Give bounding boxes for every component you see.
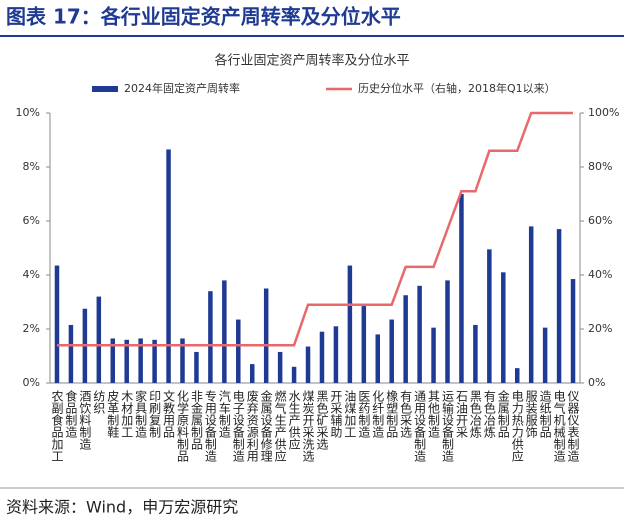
bar: [389, 319, 394, 383]
x-tick-label: 酒饮料制造: [77, 390, 92, 450]
bar: [459, 194, 464, 383]
bar: [473, 324, 478, 383]
bar: [570, 279, 576, 383]
bar: [263, 288, 269, 383]
bar: [222, 280, 227, 383]
y-tick-label: 8%: [23, 160, 40, 173]
chart-title: 各行业固定资产周转率及分位水平: [214, 53, 409, 69]
bar: [166, 149, 171, 383]
x-tick-label: 电力热力供应: [510, 390, 525, 462]
x-tick-label: 仪器仪表制造: [566, 390, 581, 462]
x-tick-label: 印刷复制: [147, 390, 162, 438]
x-tick-label: 化学原料制品: [175, 390, 190, 462]
legend-label: 历史分位水平（右轴，2018年Q1以来）: [358, 81, 556, 95]
x-tick-label: 专用设备制造: [203, 390, 218, 462]
y2-tick-label: 40%: [588, 268, 612, 281]
bar: [445, 280, 450, 383]
bar: [277, 351, 283, 383]
bar: [194, 351, 199, 383]
x-tick-label: 木材加工: [119, 390, 134, 438]
legend-label: 2024年固定资产周转率: [124, 81, 240, 95]
bar: [152, 339, 157, 383]
bar: [68, 324, 74, 383]
bar: [361, 306, 367, 383]
x-tick-label: 纺织: [91, 390, 106, 414]
bar: [54, 265, 60, 383]
bar: [501, 272, 506, 383]
x-tick-label: 金属制品: [496, 390, 511, 438]
x-tick-label: 煤炭开采洗选: [301, 390, 316, 462]
y-tick-label: 10%: [16, 106, 40, 119]
bar: [333, 326, 339, 383]
bar: [110, 338, 116, 383]
x-tick-label: 汽车制造: [217, 390, 232, 438]
y2-tick-label: 100%: [588, 106, 619, 119]
x-tick-label: 水生产供应: [287, 390, 302, 450]
x-tick-label: 橡塑制品: [384, 390, 399, 438]
x-tick-label: 燃气生产供应: [273, 390, 288, 462]
x-tick-label: 非金属制品: [189, 390, 204, 450]
bar: [96, 296, 102, 383]
y2-tick-label: 0%: [588, 376, 605, 389]
x-tick-label: 家具制造: [133, 390, 148, 438]
bar: [208, 291, 213, 383]
x-tick-label: 通用设备制造: [412, 390, 427, 462]
bar: [291, 366, 297, 383]
bar: [542, 327, 548, 383]
x-tick-label: 运输设备制造: [440, 390, 455, 462]
source: 资料来源：Wind，申万宏源研究: [6, 498, 238, 517]
y2-tick-label: 60%: [588, 214, 612, 227]
x-tick-label: 金属设备修理: [259, 390, 274, 462]
bar: [403, 295, 408, 383]
x-tick-label: 有色采选: [398, 390, 413, 438]
header-title: 图表 17：各行业固定资产周转率及分位水平: [6, 5, 401, 29]
x-tick-label: 造纸制品: [538, 390, 553, 438]
x-tick-label: 化纤制造: [370, 390, 385, 438]
bar: [556, 229, 562, 383]
x-tick-label: 医药制造: [356, 390, 371, 438]
x-tick-label: 有色冶炼: [482, 390, 497, 438]
y-tick-label: 6%: [23, 214, 40, 227]
line: [56, 111, 574, 347]
x-tick-label: 黑色矿采选: [314, 390, 329, 450]
x-tick-label: 电子设备制造: [231, 390, 246, 462]
x-tick-label: 黑色冶炼: [468, 390, 483, 438]
bar: [431, 327, 436, 383]
bar: [487, 249, 492, 383]
legend-swatch: [92, 86, 118, 92]
x-tick-label: 废弃资源利用: [245, 390, 260, 462]
x-tick-label: 服装服饰: [524, 390, 539, 438]
x-tick-label: 石油开采: [454, 390, 469, 438]
x-tick-label: 文教用品: [161, 390, 176, 438]
bar: [347, 265, 353, 383]
bar: [417, 285, 422, 383]
x-tick-label: 开采辅助: [328, 390, 343, 438]
x-tick-label: 油煤加工: [342, 390, 357, 438]
bar: [180, 338, 185, 383]
bar: [319, 331, 325, 383]
y2-tick-label: 80%: [588, 160, 612, 173]
x-tick-label: 其他制造: [426, 390, 441, 438]
bar: [305, 346, 311, 383]
bar: [514, 368, 520, 383]
y-tick-label: 0%: [23, 376, 40, 389]
bar: [528, 226, 534, 383]
x-tick-label: 农副食品加工: [49, 390, 64, 462]
bar: [138, 338, 143, 383]
y2-tick-label: 20%: [588, 322, 612, 335]
bar: [249, 364, 255, 383]
y-tick-label: 2%: [23, 322, 40, 335]
y-tick-label: 4%: [23, 268, 40, 281]
x-tick-label: 皮革制鞋: [105, 390, 120, 438]
x-tick-label: 食品制造: [63, 390, 78, 438]
x-tick-label: 电气机械制造: [552, 390, 567, 462]
bar: [375, 334, 381, 383]
bar: [124, 339, 129, 383]
bar: [236, 319, 241, 383]
